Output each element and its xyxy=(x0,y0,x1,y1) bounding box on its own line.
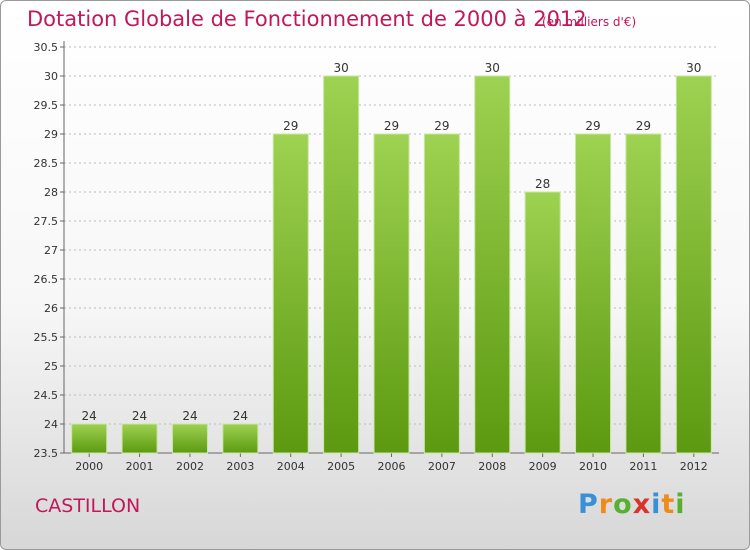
y-axis-ticks: 23.5 24 24.5 25 25.5 26 26.5 27 27.5 28 28.5 29 29.5… xyxy=(34,41,59,460)
data-label: 29 xyxy=(636,119,651,133)
commune-name: CASTILLON xyxy=(35,495,141,517)
bar-2012 xyxy=(675,75,712,454)
data-label: 24 xyxy=(82,409,97,423)
x-tick-label: 2007 xyxy=(428,460,456,473)
data-label: 24 xyxy=(132,409,147,423)
y-tick-label: 25 xyxy=(44,360,58,373)
y-tick-label: 27.5 xyxy=(34,215,59,228)
x-tick-label: 2003 xyxy=(226,460,254,473)
y-tick-label: 23.5 xyxy=(34,447,59,460)
bar-2006 xyxy=(373,133,410,454)
proxiti-logo[interactable]: Proxiti xyxy=(578,489,686,520)
y-tick-label: 30 xyxy=(44,70,58,83)
data-label: 30 xyxy=(485,61,500,75)
data-label: 28 xyxy=(535,177,550,191)
x-tick-label: 2012 xyxy=(680,460,708,473)
x-axis-ticks: 2000 2001 2002 2003 2004 2005 2006 2007 2008 2009… xyxy=(75,460,708,473)
bar-2005 xyxy=(323,75,360,454)
x-tick-label: 2010 xyxy=(579,460,607,473)
bar-2011 xyxy=(625,133,662,454)
x-tick-label: 2005 xyxy=(327,460,355,473)
x-tick-label: 2006 xyxy=(378,460,406,473)
y-tick-label: 25.5 xyxy=(34,331,59,344)
y-tick-label: 27 xyxy=(44,244,58,257)
chart-subtitle: (en milliers d'€) xyxy=(542,15,637,29)
y-tick-label: 29.5 xyxy=(34,99,59,112)
data-label: 30 xyxy=(686,61,701,75)
y-tick-label: 30.5 xyxy=(34,41,59,54)
bar-2004 xyxy=(272,133,309,454)
data-label: 24 xyxy=(233,409,248,423)
y-tick-label: 24 xyxy=(44,418,58,431)
y-tick-label: 28.5 xyxy=(34,157,59,170)
x-tick-label: 2001 xyxy=(126,460,154,473)
data-label: 29 xyxy=(585,119,600,133)
bars xyxy=(71,75,712,454)
data-label: 29 xyxy=(384,119,399,133)
bar-2001 xyxy=(121,423,158,454)
data-label: 30 xyxy=(333,61,348,75)
data-label: 24 xyxy=(182,409,197,423)
x-tick-label: 2008 xyxy=(478,460,506,473)
bar-2000 xyxy=(71,423,108,454)
bar-2003 xyxy=(222,423,259,454)
chart-title: Dotation Globale de Fonctionnement de 20… xyxy=(27,7,587,31)
x-tick-label: 2004 xyxy=(277,460,305,473)
data-labels: 24 24 24 24 29 30 29 29 30 28 29 29 30 xyxy=(82,61,702,423)
bar-2007 xyxy=(423,133,460,454)
data-label: 29 xyxy=(434,119,449,133)
data-label: 29 xyxy=(283,119,298,133)
x-tick-label: 2011 xyxy=(629,460,657,473)
bar-2009 xyxy=(524,191,561,454)
y-tick-label: 29 xyxy=(44,128,58,141)
y-tick-label: 24.5 xyxy=(34,389,59,402)
bar-2010 xyxy=(575,133,612,454)
bar-2008 xyxy=(474,75,511,454)
y-tick-label: 28 xyxy=(44,186,58,199)
y-tick-label: 26 xyxy=(44,302,58,315)
bar-2002 xyxy=(171,423,208,454)
y-tick-label: 26.5 xyxy=(34,273,59,286)
x-tick-label: 2009 xyxy=(529,460,557,473)
x-tick-label: 2000 xyxy=(75,460,103,473)
x-tick-label: 2002 xyxy=(176,460,204,473)
